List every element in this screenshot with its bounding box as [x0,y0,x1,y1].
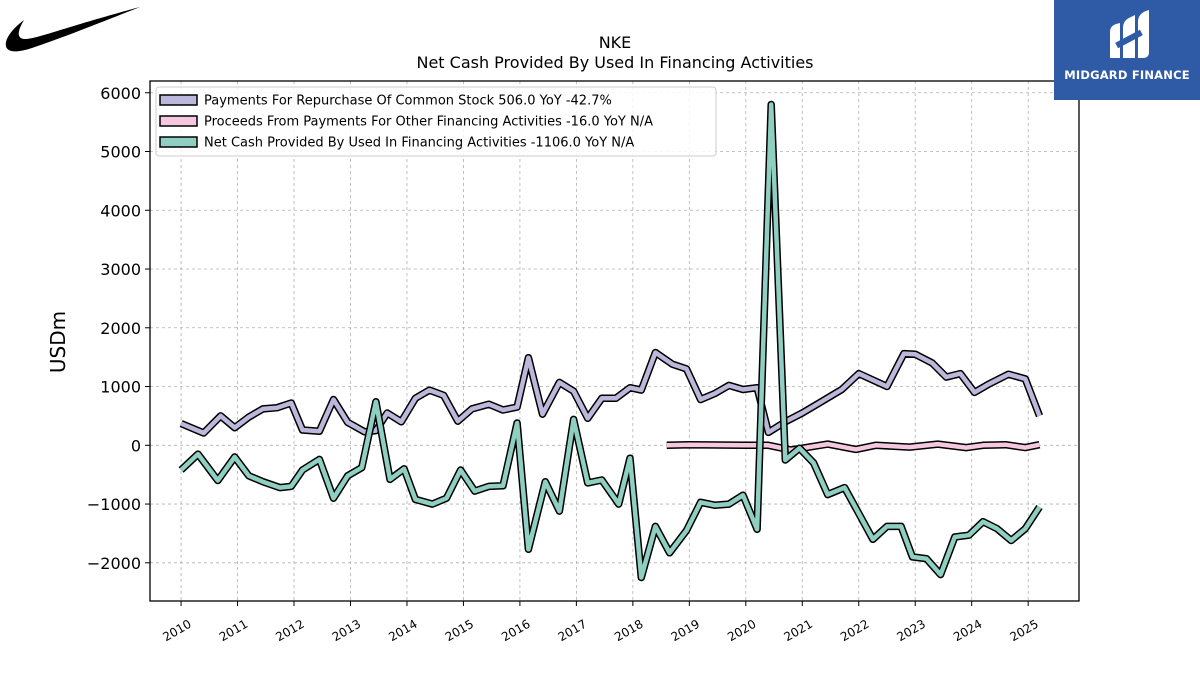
chart-subtitle: Net Cash Provided By Used In Financing A… [416,53,813,72]
legend-box [155,86,717,157]
nike-swoosh-logo [5,7,140,52]
plot-frame [149,80,1080,602]
brand-name: MIDGARD FINANCE [1064,68,1190,82]
legend: Payments For Repurchase Of Common Stock … [155,86,717,157]
y-tick-label: 3000 [100,260,141,279]
y-tick-label: 4000 [100,201,141,220]
legend-swatch [159,115,198,127]
y-axis-label: USDm [46,311,70,373]
y-tick-label: 2000 [100,319,141,338]
series-0-line [180,350,1042,436]
y-tick-label: 5000 [100,143,141,162]
legend-label: Payments For Repurchase Of Common Stock … [204,94,612,109]
legend-swatch [159,94,198,106]
series-layer [178,100,1044,582]
y-tick-label: −1000 [87,495,141,514]
legend-label: Proceeds From Payments For Other Financi… [204,115,653,130]
midgard-finance-logo: MIDGARD FINANCE [1054,0,1200,100]
legend-swatch [159,136,198,148]
series-2-line [179,102,1042,580]
midgard-mark-icon [1110,10,1149,58]
y-tick-label: −2000 [87,554,141,573]
legend-label: Net Cash Provided By Used In Financing A… [204,136,634,151]
y-tick-label: 1000 [100,378,141,397]
series-1-line [666,441,1040,453]
chart-title: NKE [599,33,632,52]
y-tick-label: 0 [131,436,141,455]
y-tick-label: 6000 [100,84,141,103]
